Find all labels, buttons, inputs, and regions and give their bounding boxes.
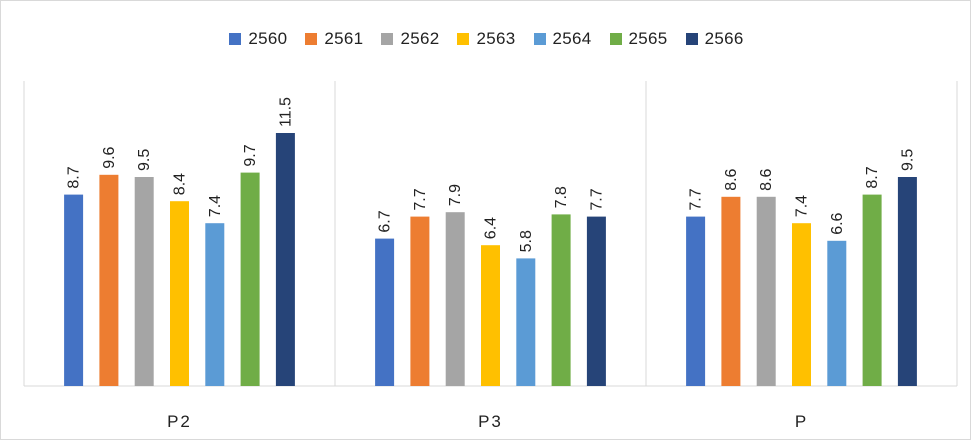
- legend-label: 2563: [476, 29, 516, 48]
- legend-label: 2562: [400, 29, 440, 48]
- bar-P2-2566: [275, 133, 295, 386]
- data-label: 9.6: [101, 146, 118, 168]
- bar-P-2562: [756, 196, 776, 386]
- data-label: 6.4: [483, 217, 500, 239]
- bar-P2-2563: [170, 201, 189, 386]
- category-label: P3: [478, 412, 503, 431]
- category-label: P2: [167, 412, 192, 431]
- legend-label: 2566: [704, 29, 744, 48]
- data-label: 5.8: [518, 230, 535, 252]
- data-label: 8.4: [172, 173, 189, 195]
- legend-swatch: [685, 33, 698, 45]
- data-label: 7.7: [688, 188, 705, 210]
- bar-P-2565: [862, 194, 882, 386]
- bar-P-2560: [686, 216, 706, 386]
- legend-label: 2564: [552, 29, 592, 48]
- legend-label: 2565: [628, 29, 668, 48]
- legend: 2560 2561 2562 2563 2564 2565 2566: [1, 29, 971, 49]
- category-label: P: [795, 412, 808, 431]
- data-label: 8.6: [723, 168, 740, 190]
- legend-label: 2560: [248, 29, 288, 48]
- bar-P3-2562: [445, 212, 465, 386]
- legend-swatch: [229, 33, 242, 45]
- legend-item-2565: 2565: [609, 29, 668, 49]
- bar-P3-2560: [375, 238, 395, 386]
- data-label: 7.8: [553, 186, 570, 208]
- legend-swatch: [381, 33, 394, 45]
- bar-P3-2566: [586, 216, 606, 386]
- bar-P-2564: [827, 240, 847, 386]
- data-label: 6.7: [377, 210, 394, 232]
- legend-item-2564: 2564: [533, 29, 592, 49]
- data-label: 9.5: [899, 149, 916, 171]
- data-label: 7.7: [412, 188, 429, 210]
- bar-P2-2562: [134, 177, 154, 386]
- bar-P-2563: [792, 223, 811, 386]
- legend-swatch: [609, 33, 622, 45]
- bar-P3-2561: [410, 216, 430, 386]
- bar-P2-2565: [240, 172, 260, 386]
- data-label: 7.4: [794, 195, 811, 217]
- data-label: 9.5: [136, 149, 153, 171]
- bar-P2-2564: [205, 223, 225, 386]
- data-label: 8.6: [758, 168, 775, 190]
- bar-P-2566: [897, 177, 917, 386]
- bar-P3-2563: [481, 245, 500, 386]
- data-label: 9.7: [242, 144, 259, 166]
- bar-P3-2565: [551, 214, 571, 386]
- legend-item-2563: 2563: [457, 29, 515, 49]
- bar-P-2561: [721, 196, 741, 386]
- legend-swatch: [457, 33, 470, 45]
- legend-swatch: [305, 33, 318, 45]
- legend-item-2560: 2560: [229, 29, 287, 49]
- legend-item-2562: 2562: [381, 29, 439, 49]
- data-label: 7.4: [207, 195, 224, 217]
- data-label: 6.6: [829, 212, 846, 234]
- bar-P2-2560: [64, 194, 84, 386]
- data-label: 11.5: [277, 97, 294, 127]
- legend-item-2566: 2566: [685, 29, 744, 49]
- data-label: 7.7: [588, 188, 605, 210]
- data-label: 7.9: [447, 184, 464, 206]
- legend-label: 2561: [324, 29, 364, 48]
- data-label: 8.7: [66, 166, 83, 188]
- data-label: 8.7: [864, 166, 881, 188]
- legend-swatch: [533, 33, 546, 45]
- legend-item-2561: 2561: [305, 29, 363, 49]
- bar-P3-2564: [516, 258, 536, 386]
- bar-P2-2561: [99, 174, 119, 386]
